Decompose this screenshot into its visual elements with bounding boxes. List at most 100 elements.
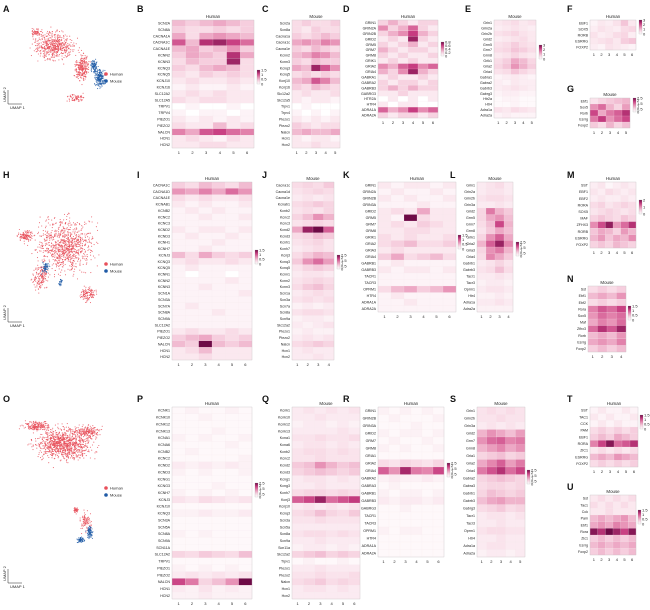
row-label: Foxp2	[576, 347, 586, 351]
umap-point	[70, 41, 72, 44]
heatmap-cell	[301, 64, 312, 72]
umap-point	[70, 429, 72, 431]
row-label: CACNA1E	[153, 196, 171, 200]
heatmap-border	[476, 181, 514, 313]
panel-letter-j: J	[262, 170, 267, 180]
heatmap-cell	[605, 43, 614, 51]
umap-point	[51, 56, 53, 58]
umap-point	[58, 255, 60, 257]
heatmap-cell	[240, 128, 255, 136]
umap-point	[59, 261, 61, 263]
heatmap-cell	[485, 305, 496, 313]
umap-point	[63, 235, 65, 238]
umap-point	[95, 68, 97, 70]
heatmap-cell	[171, 103, 186, 110]
umap-point	[72, 96, 74, 98]
umap-point	[62, 234, 64, 236]
umap-point	[56, 449, 58, 451]
heatmap-cell	[390, 246, 405, 254]
umap-point	[91, 71, 93, 73]
heatmap-cell	[312, 232, 324, 240]
umap-point	[31, 30, 33, 32]
umap-point	[69, 51, 71, 53]
heatmap-cell	[390, 272, 405, 280]
umap-point	[66, 244, 68, 247]
colorbar-tick: 1	[259, 252, 262, 257]
heatmap-cell	[527, 47, 537, 53]
heatmap-cell	[628, 181, 637, 189]
umap-point	[51, 437, 53, 439]
umap-point	[90, 294, 92, 296]
row-label: PIEZO1	[157, 330, 170, 334]
umap-point	[67, 462, 69, 464]
umap-point	[46, 38, 48, 40]
heatmap-cell	[240, 77, 255, 85]
umap-point	[58, 59, 60, 61]
umap-point	[97, 85, 100, 87]
umap-point	[100, 77, 102, 79]
umap-point	[95, 58, 97, 60]
umap-point	[59, 44, 61, 46]
heatmap-cell	[527, 52, 537, 59]
colorbar-tick: 1	[520, 248, 523, 253]
heatmap-border	[171, 19, 255, 149]
heatmap-cell	[589, 25, 598, 33]
umap-point	[51, 268, 53, 270]
umap-point	[78, 257, 80, 260]
heatmap-cell	[403, 266, 418, 274]
panel-letter-l: L	[450, 170, 456, 180]
umap-point	[79, 435, 81, 437]
heatmap-cell	[503, 181, 514, 189]
heatmap-cell	[211, 277, 226, 284]
heatmap-cell	[613, 103, 623, 111]
umap-point	[78, 73, 80, 75]
umap-point	[50, 252, 52, 254]
heatmap-cell	[589, 103, 599, 111]
umap-point	[89, 302, 92, 304]
heatmap-panel-l: MouseGrin1Grin2aGrin2bGrin3aGrid2Grm5Grm…	[463, 176, 526, 319]
umap-point	[95, 83, 98, 85]
heatmap-cell	[291, 340, 303, 348]
umap-point	[77, 459, 79, 461]
heatmap-cell	[628, 37, 637, 45]
umap-point	[88, 245, 90, 247]
heatmap-cell	[605, 221, 614, 229]
umap-point	[52, 41, 54, 43]
umap-point	[85, 291, 88, 293]
heatmap-cell	[238, 321, 253, 329]
panel-letter-f: F	[567, 4, 573, 14]
heatmap-cell	[427, 63, 439, 70]
heatmap-cell	[527, 19, 537, 26]
umap-point	[50, 233, 52, 235]
heatmap-cell	[225, 270, 239, 278]
heatmap-cell	[429, 181, 444, 189]
colorbar-tick: 1	[643, 27, 646, 32]
heatmap-cell	[198, 220, 213, 227]
umap-point	[46, 32, 48, 34]
heatmap-cell	[302, 353, 314, 361]
heatmap-cell	[291, 45, 302, 53]
umap-point	[40, 235, 42, 237]
heatmap-cell	[519, 90, 528, 97]
umap-point	[83, 68, 85, 70]
umap-point	[69, 443, 71, 446]
umap-point	[65, 433, 67, 435]
colorbar-tick: 0	[543, 56, 546, 61]
row-label: OPRM1	[363, 288, 376, 292]
heatmap-cells	[171, 181, 253, 361]
umap-point	[46, 452, 48, 454]
umap-point	[84, 68, 87, 70]
umap-point	[44, 40, 46, 42]
heatmap-cell	[416, 266, 431, 274]
heatmap-cell	[291, 207, 303, 214]
heatmap-cell	[407, 36, 419, 42]
heatmap-cell	[503, 285, 514, 293]
umap-point	[73, 273, 75, 275]
umap-point	[33, 269, 35, 271]
umap-point	[72, 229, 74, 231]
heatmap-cell	[616, 312, 627, 320]
heatmap-cell	[597, 318, 608, 326]
umap-point	[36, 267, 38, 269]
heatmap-cell	[199, 83, 214, 91]
